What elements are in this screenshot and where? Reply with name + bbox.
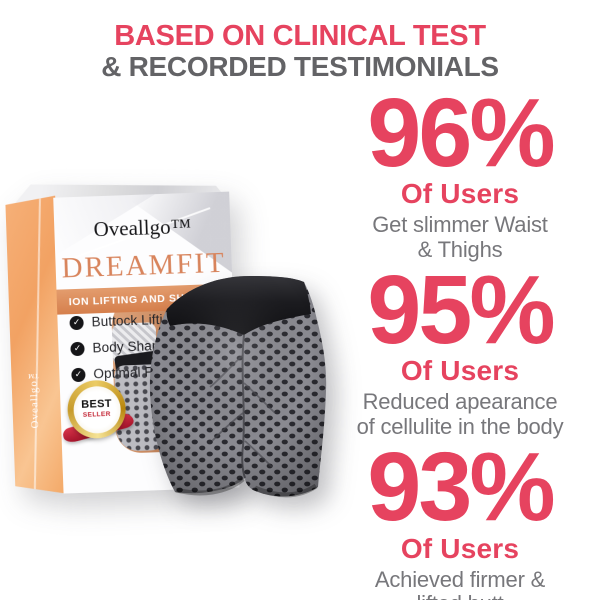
stats-column: 96% Of Users Get slimmer Waist & Thighs 9… xyxy=(322,78,598,600)
shorts-shading-overlay xyxy=(149,276,327,497)
badge-text-seller: SELLER xyxy=(82,411,111,420)
best-seller-badge: BEST SELLER xyxy=(61,379,136,451)
badge-text-best: BEST xyxy=(80,398,112,412)
shorts-product-photo xyxy=(149,276,327,498)
stat-desc-line2: of cellulite in the body xyxy=(356,414,564,440)
stat-desc-line2: & Thighs xyxy=(417,237,503,263)
stat-description: Achieved firmer &lifted butt xyxy=(367,566,552,600)
check-icon: ✓ xyxy=(71,367,86,382)
stat-label: Of Users xyxy=(400,532,520,564)
stat-label: Of Users xyxy=(400,178,520,210)
check-icon: ✓ xyxy=(70,341,85,356)
stat-block-96: 96% Of Users Get slimmer Waist & Thighs xyxy=(367,78,555,263)
header-title-line1: BASED ON CLINICAL TEST xyxy=(114,20,486,52)
stat-block-93: 93% Of Users Achieved firmer &lifted but… xyxy=(367,432,555,600)
side-brand-label: Oveallgo™ xyxy=(27,366,42,429)
stat-description: Reduced apearance of cellulite in the bod… xyxy=(357,390,564,440)
stat-block-95: 95% Of Users Reduced apearance of celluli… xyxy=(357,255,564,440)
badge-inner: BEST SELLER xyxy=(72,385,121,434)
stat-label: Of Users xyxy=(400,355,520,387)
stat-value: 96% xyxy=(367,78,555,187)
stat-desc-line1: Achieved firmer & xyxy=(374,566,546,592)
check-icon: ✓ xyxy=(69,315,84,330)
header-title-line2: & RECORDED TESTIMONIALS xyxy=(101,50,499,82)
stat-desc-line2: lifted butt xyxy=(416,591,503,600)
stat-description: Get slimmer Waist & Thighs xyxy=(367,212,552,263)
stat-value: 95% xyxy=(367,255,555,365)
stat-value: 93% xyxy=(367,432,555,542)
header: BASED ON CLINICAL TEST & RECORDED TESTIM… xyxy=(0,20,600,82)
stat-desc-line1: Reduced apearance xyxy=(362,389,558,415)
stat-desc-line1: Get slimmer Waist xyxy=(372,212,548,238)
